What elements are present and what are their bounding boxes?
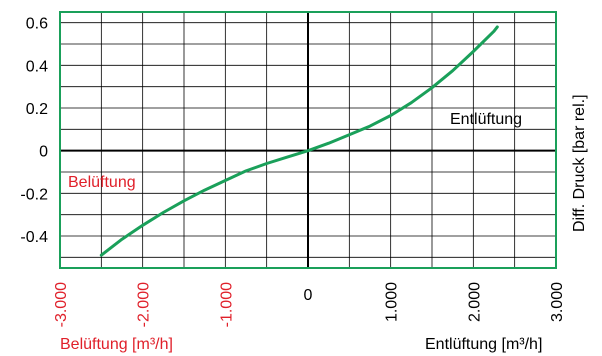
x-tick-label: -2.000 [136,282,153,327]
y-axis-label: Diff. Druck [bar rel.] [571,94,588,232]
y-tick-label: 0 [39,144,48,161]
x-tick-labels: -3.000 -2.000 -1.000 0 1.000 2.000 3.000 [53,282,566,327]
x-tick-label: -1.000 [218,282,235,327]
y-tick-label: -0.4 [20,229,48,246]
x-axis-label-belueftung: Belüftung [m³/h] [60,336,173,353]
plot-frame [59,11,557,269]
x-tick-label: 0 [304,287,313,304]
x-tick-label: -3.000 [53,282,70,327]
y-tick-labels: 0.6 0.4 0.2 0 -0.2 -0.4 [20,16,48,246]
y-tick-label: -0.2 [20,186,48,203]
series-line-0 [99,25,499,257]
x-tick-label: 2.000 [466,282,483,322]
annotation-belueftung: Belüftung [68,174,136,191]
x-tick-label: 1.000 [384,282,401,322]
x-axis-label-entlueftung: Entlüftung [m³/h] [425,336,542,353]
y-tick-label: 0.4 [26,58,48,75]
annotation-entlueftung: Entlüftung [450,111,522,128]
series-group [99,25,499,257]
x-tick-label: 3.000 [549,282,566,322]
y-tick-label: 0.2 [26,101,48,118]
y-tick-label: 0.6 [26,16,48,33]
